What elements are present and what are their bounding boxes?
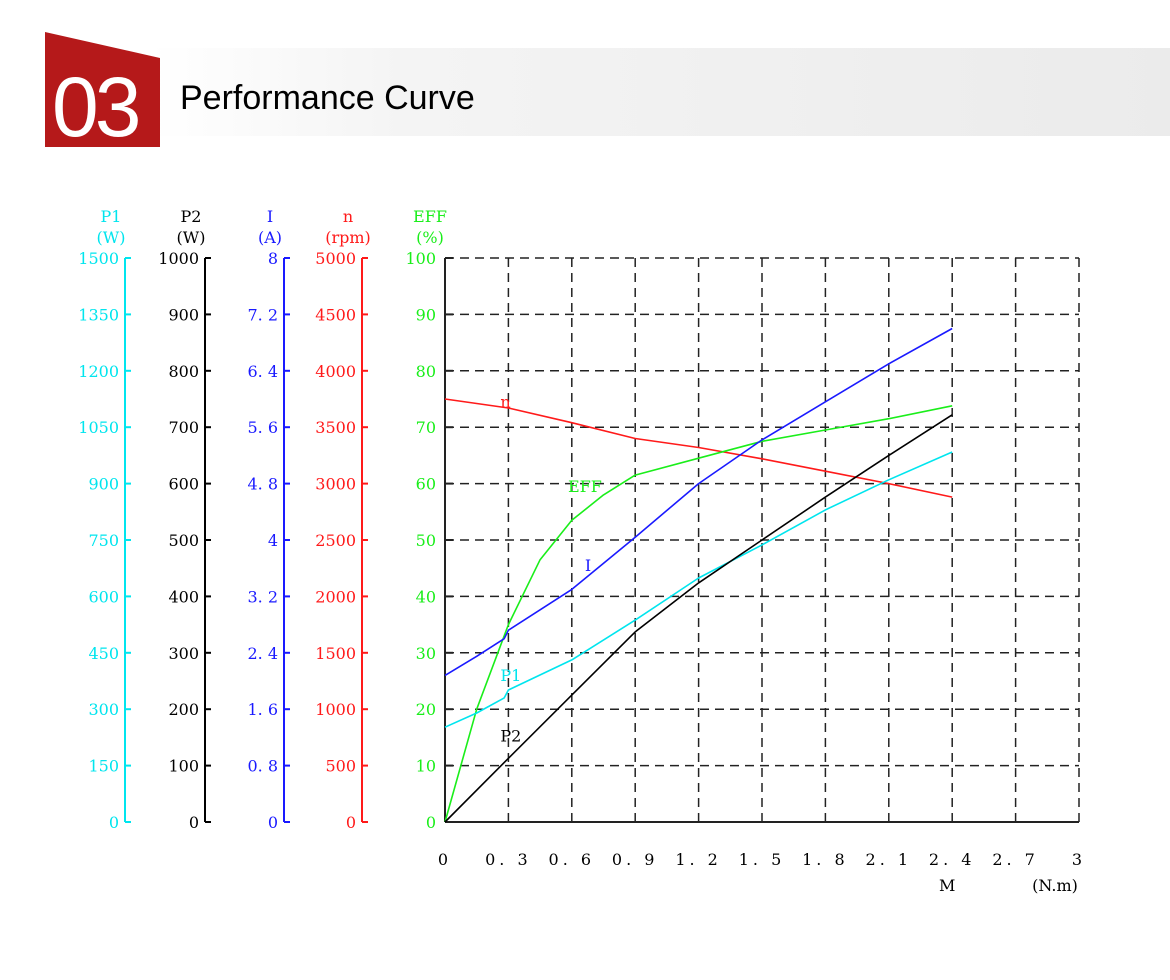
axis-tick-label-EFF: 50 xyxy=(416,531,436,550)
axis-unit-P1: (W) xyxy=(97,228,126,247)
x-tick-label: 2. 4 xyxy=(929,850,976,869)
x-tick-label: 3 xyxy=(1072,850,1086,869)
axis-unit-I: (A) xyxy=(258,228,282,247)
axis-tick-label-I: 8 xyxy=(268,249,278,268)
axis-tick-label-EFF: 40 xyxy=(416,587,436,606)
axis-tick-label-n: 2000 xyxy=(315,587,356,606)
axis-tick-label-n: 3000 xyxy=(315,475,356,494)
x-tick-label: 0. 9 xyxy=(612,850,659,869)
axis-tick-label-I: 7. 2 xyxy=(247,305,278,324)
series-line-P2 xyxy=(444,414,953,823)
axis-tick-label-P1: 1200 xyxy=(78,362,119,381)
axis-tick-label-I: 0. 8 xyxy=(247,757,278,776)
axis-tick-label-P2: 900 xyxy=(168,305,199,324)
header-number-badge xyxy=(45,32,160,147)
axis-tick-label-P2: 1000 xyxy=(158,249,199,268)
axis-tick-label-I: 6. 4 xyxy=(247,362,278,381)
axis-tick-label-P1: 0 xyxy=(109,813,119,832)
axis-tick-label-EFF: 70 xyxy=(416,418,436,437)
axis-tick-label-I: 5. 6 xyxy=(247,418,278,437)
curve-label-P1: P1 xyxy=(500,666,521,685)
axis-tick-label-P1: 300 xyxy=(88,700,119,719)
series-line-P1 xyxy=(444,451,953,728)
axis-name-EFF: EFF xyxy=(413,207,447,226)
axis-tick-label-I: 2. 4 xyxy=(247,644,278,663)
header-band xyxy=(150,48,1170,136)
x-tick-label: 0. 6 xyxy=(549,850,596,869)
x-tick-label: 1. 5 xyxy=(739,850,786,869)
axis-tick-label-P2: 800 xyxy=(168,362,199,381)
axis-tick-label-EFF: 90 xyxy=(416,305,436,324)
axis-tick-label-n: 500 xyxy=(325,757,356,776)
axis-tick-label-n: 0 xyxy=(346,813,356,832)
axis-tick-label-I: 4. 8 xyxy=(247,475,278,494)
axis-tick-label-n: 1000 xyxy=(315,700,356,719)
axis-tick-label-P1: 1350 xyxy=(78,305,119,324)
axis-tick-label-EFF: 20 xyxy=(416,700,436,719)
curve-label-n: n xyxy=(500,392,510,411)
axis-tick-label-P1: 450 xyxy=(88,644,119,663)
axis-tick-label-P2: 300 xyxy=(168,644,199,663)
axis-tick-label-I: 1. 6 xyxy=(247,700,278,719)
curve-label-I: I xyxy=(585,556,591,575)
axis-tick-label-P2: 200 xyxy=(168,700,199,719)
axis-tick-label-P1: 1050 xyxy=(78,418,119,437)
x-axis-unit: (N.m) xyxy=(1032,876,1078,895)
axis-unit-n: (rpm) xyxy=(325,228,371,247)
axis-tick-label-n: 3500 xyxy=(315,418,356,437)
header-number: 03 xyxy=(52,60,139,154)
x-tick-label: 1. 8 xyxy=(802,850,849,869)
series-line-I xyxy=(444,327,953,677)
axis-tick-label-P1: 150 xyxy=(88,757,119,776)
x-tick-label: 2. 7 xyxy=(992,850,1039,869)
axis-tick-label-EFF: 80 xyxy=(416,362,436,381)
x-axis-label: M xyxy=(939,876,955,895)
axis-tick-label-P2: 400 xyxy=(168,587,199,606)
axis-tick-label-P1: 750 xyxy=(88,531,119,550)
axis-tick-label-n: 4500 xyxy=(315,305,356,324)
axis-unit-EFF: (%) xyxy=(416,228,444,247)
axis-tick-label-EFF: 60 xyxy=(416,475,436,494)
axis-name-I: I xyxy=(267,207,273,226)
axis-tick-label-n: 4000 xyxy=(315,362,356,381)
axis-name-P2: P2 xyxy=(181,207,202,226)
axis-tick-label-n: 1500 xyxy=(315,644,356,663)
axis-tick-label-P2: 700 xyxy=(168,418,199,437)
curve-label-P2: P2 xyxy=(500,726,521,745)
axis-name-P1: P1 xyxy=(101,207,122,226)
axis-tick-label-EFF: 30 xyxy=(416,644,436,663)
axis-tick-label-P1: 600 xyxy=(88,587,119,606)
x-tick-label: 2. 1 xyxy=(866,850,913,869)
axis-tick-label-P2: 500 xyxy=(168,531,199,550)
axis-tick-label-I: 3. 2 xyxy=(247,587,278,606)
axis-tick-label-I: 0 xyxy=(268,813,278,832)
axis-tick-label-P2: 100 xyxy=(168,757,199,776)
x-tick-label: 0 xyxy=(438,850,452,869)
axis-tick-label-EFF: 10 xyxy=(416,757,436,776)
axis-tick-label-P1: 1500 xyxy=(78,249,119,268)
axis-tick-label-EFF: 100 xyxy=(405,249,436,268)
axis-unit-P2: (W) xyxy=(177,228,206,247)
axis-tick-label-n: 2500 xyxy=(315,531,356,550)
axis-tick-label-n: 5000 xyxy=(315,249,356,268)
x-tick-label: 1. 2 xyxy=(675,850,722,869)
axis-tick-label-P2: 0 xyxy=(189,813,199,832)
x-tick-label: 0. 3 xyxy=(485,850,532,869)
axis-tick-label-P1: 900 xyxy=(88,475,119,494)
series-line-n xyxy=(444,398,953,498)
curve-label-EFF: EFF xyxy=(568,477,602,496)
axis-name-n: n xyxy=(343,207,353,226)
axis-tick-label-I: 4 xyxy=(268,531,278,550)
axis-tick-label-EFF: 0 xyxy=(426,813,436,832)
axis-tick-label-P2: 600 xyxy=(168,475,199,494)
header-title: Performance Curve xyxy=(180,79,475,117)
